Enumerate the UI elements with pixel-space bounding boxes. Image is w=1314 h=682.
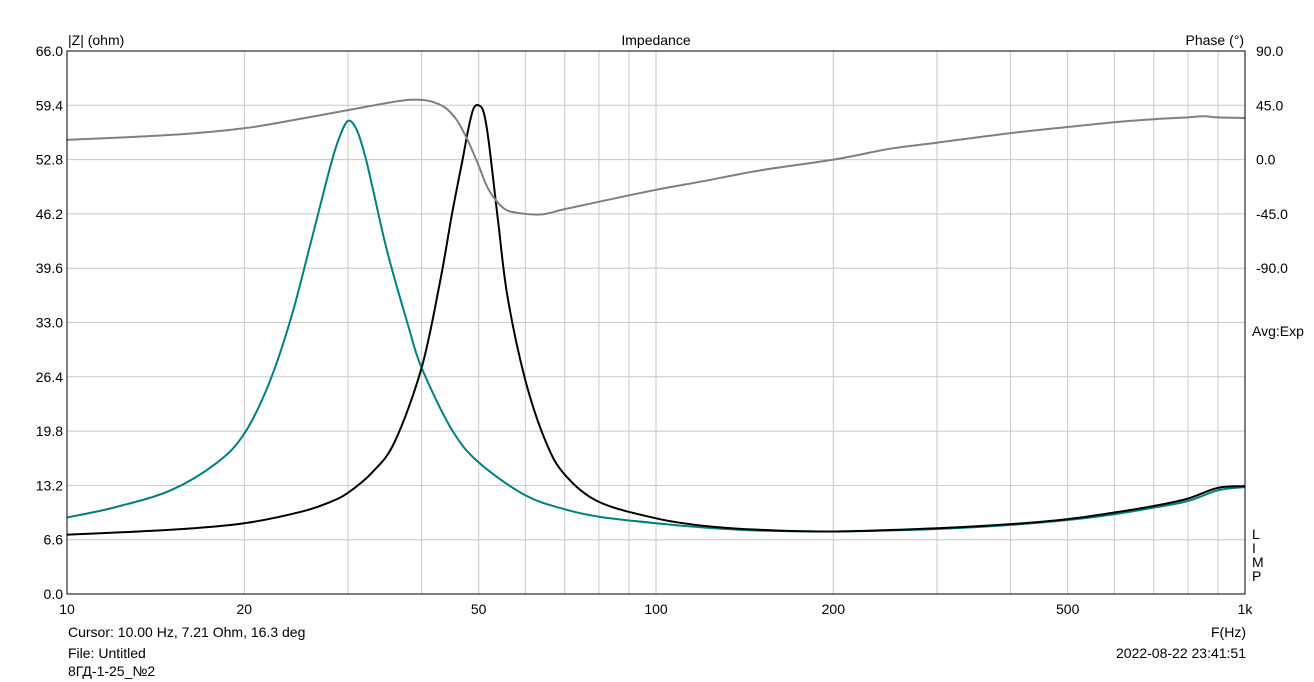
x-axis-label: F(Hz) — [1211, 624, 1246, 640]
y-tick-label-left: 0.0 — [44, 586, 64, 602]
file-label: File: Untitled — [68, 645, 146, 661]
y-tick-label-left: 13.2 — [36, 477, 63, 493]
left-axis-label: |Z| (ohm) — [68, 32, 124, 48]
right-y-ticks: 90.0 45.0 0.0 -45.0 -90.0 — [1256, 43, 1288, 276]
x-tick-label: 50 — [471, 601, 487, 617]
x-tick-label: 10 — [59, 601, 75, 617]
y-tick-label-right: -90.0 — [1256, 260, 1288, 276]
y-tick-label-left: 6.6 — [44, 532, 64, 548]
y-tick-label-right: 0.0 — [1256, 152, 1276, 168]
x-ticks: 10 20 50 100 200 500 1k — [59, 601, 1253, 617]
y-tick-label-left: 26.4 — [36, 369, 63, 385]
lim-letter: P — [1252, 568, 1261, 584]
x-tick-label: 200 — [822, 601, 846, 617]
x-tick-label: 100 — [644, 601, 668, 617]
grid-lines — [67, 51, 1245, 594]
y-tick-label-left: 33.0 — [36, 315, 63, 331]
y-tick-label-right: -45.0 — [1256, 206, 1288, 222]
avg-annotation: Avg:Exp — [1252, 323, 1304, 339]
y-tick-label-left: 39.6 — [36, 260, 63, 276]
timestamp: 2022-08-22 23:41:51 — [1116, 645, 1246, 661]
cursor-readout: Cursor: 10.00 Hz, 7.21 Ohm, 16.3 deg — [68, 624, 305, 640]
y-tick-label-left: 66.0 — [36, 43, 63, 59]
x-tick-label: 20 — [237, 601, 253, 617]
y-tick-label-left: 59.4 — [36, 97, 63, 113]
left-y-ticks: 0.0 6.6 13.2 19.8 26.4 33.0 39.6 46.2 52.8 59.4 66… — [36, 43, 63, 602]
x-tick-label: 500 — [1056, 601, 1080, 617]
plot-frame — [66, 50, 1246, 595]
x-tick-label: 1k — [1238, 601, 1254, 617]
measurement-name: 8ГД-1-25_№2 — [68, 663, 155, 679]
right-axis-label: Phase (°) — [1185, 32, 1244, 48]
impedance-curve-black — [66, 103, 1246, 536]
curves — [66, 98, 1246, 536]
y-tick-label-left: 52.8 — [36, 152, 63, 168]
phase-curve-gray — [66, 98, 1246, 216]
y-tick-label-right: 45.0 — [1256, 97, 1283, 113]
lim-letter: I — [1252, 540, 1256, 556]
lim-letter: L — [1252, 526, 1260, 542]
chart-title: Impedance — [621, 32, 690, 48]
lim-letter: M — [1252, 554, 1264, 570]
y-tick-label-left: 19.8 — [36, 423, 63, 439]
y-tick-label-right: 90.0 — [1256, 43, 1283, 59]
y-tick-label-left: 46.2 — [36, 206, 63, 222]
